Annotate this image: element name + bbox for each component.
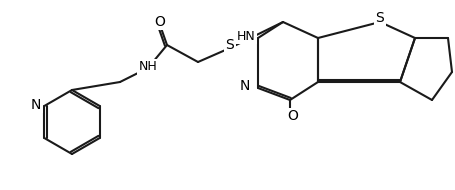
Text: O: O <box>154 15 165 29</box>
Text: O: O <box>287 109 298 123</box>
Text: S: S <box>225 38 234 52</box>
Text: N: N <box>239 79 249 93</box>
Text: S: S <box>375 11 384 25</box>
Text: N: N <box>31 98 41 112</box>
Text: NH: NH <box>138 60 157 74</box>
Text: HN: HN <box>237 29 255 43</box>
